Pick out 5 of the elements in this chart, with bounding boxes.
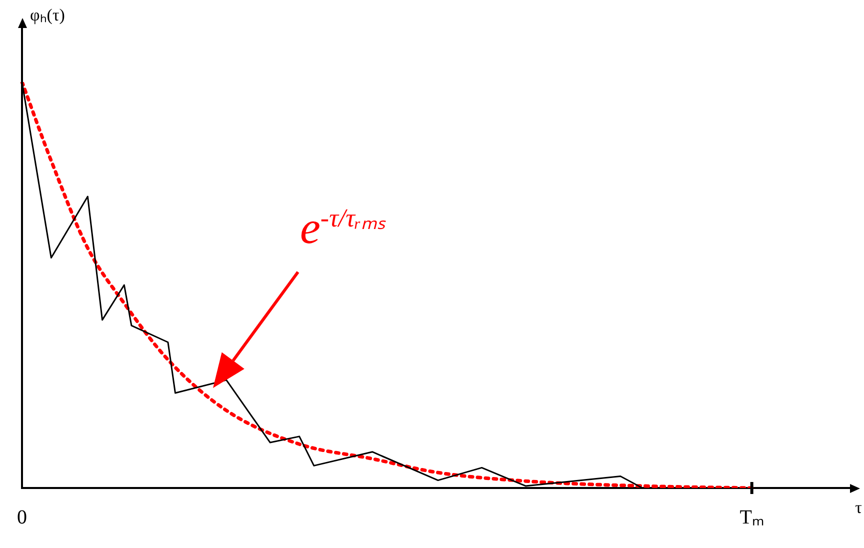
x-tick-label: Tₘ: [740, 506, 764, 528]
annotation: e$^{-τ/τᵣₘₛ}$: [300, 202, 386, 253]
x-tick-label: 0: [17, 506, 27, 528]
y-axis-title: φₕ(τ): [30, 5, 65, 24]
x-axis-title: τ: [855, 498, 862, 517]
